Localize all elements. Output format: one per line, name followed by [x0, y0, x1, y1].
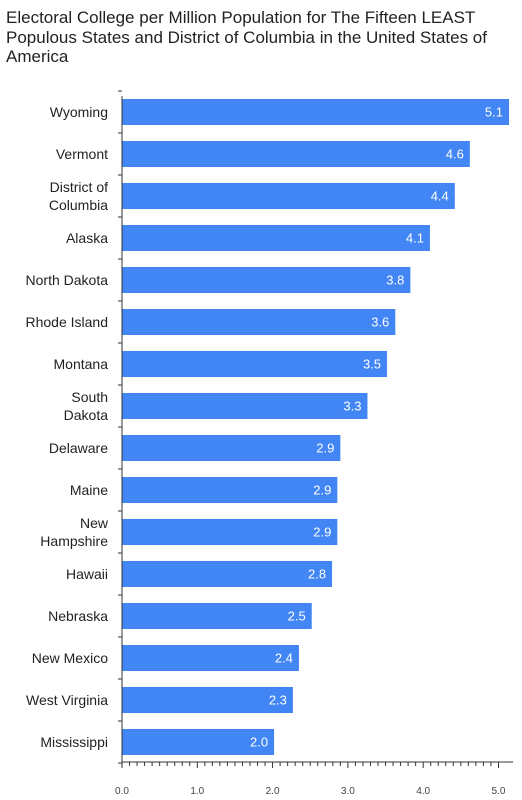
- category-label: Mississippi: [40, 734, 108, 750]
- value-label: 3.6: [371, 315, 389, 330]
- value-label: 4.6: [446, 147, 464, 162]
- category-label: Hawaii: [66, 566, 108, 582]
- bar-montana: [122, 351, 388, 377]
- category-label: Hampshire: [40, 533, 108, 549]
- category-label: Montana: [54, 356, 109, 372]
- category-label: Vermont: [56, 146, 108, 162]
- category-label: Nebraska: [48, 608, 108, 624]
- value-label: 3.5: [363, 357, 381, 372]
- x-tick-label: 4.0: [416, 786, 430, 797]
- category-label: Alaska: [66, 230, 108, 246]
- value-label: 2.9: [316, 441, 334, 456]
- category-label: Dakota: [64, 407, 109, 423]
- bar-wyoming: [122, 99, 509, 125]
- bar-hawaii: [122, 561, 333, 587]
- value-label: 2.9: [313, 483, 331, 498]
- value-label: 5.1: [485, 105, 503, 120]
- bar-delaware: [122, 435, 341, 461]
- x-tick-label: 3.0: [341, 786, 355, 797]
- value-label: 2.5: [288, 609, 306, 624]
- category-label: New Mexico: [32, 650, 108, 666]
- category-label: Delaware: [49, 440, 108, 456]
- x-axis: 0.0 1.0 2.0 3.0 4.0 5.0: [115, 90, 513, 797]
- value-label: 2.4: [275, 651, 293, 666]
- value-label: 2.3: [269, 693, 287, 708]
- bar-new-hampshire: [122, 519, 338, 545]
- category-label: South: [71, 389, 108, 405]
- category-label: Maine: [70, 482, 108, 498]
- value-label: 2.0: [250, 735, 268, 750]
- value-label: 3.8: [386, 273, 404, 288]
- x-tick-label: 0.0: [115, 786, 129, 797]
- bar-rhode-island: [122, 309, 396, 335]
- value-label: 4.4: [431, 189, 449, 204]
- category-labels: Wyoming Vermont District of Columbia Alaska N…: [25, 104, 108, 750]
- bar-west-virginia: [122, 687, 293, 713]
- x-tick-label: 1.0: [190, 786, 204, 797]
- category-label: North Dakota: [26, 272, 109, 288]
- value-label: 2.8: [308, 567, 326, 582]
- category-label: Wyoming: [50, 104, 108, 120]
- category-label: Columbia: [49, 197, 108, 213]
- bar-new-mexico: [122, 645, 299, 671]
- bar-north-dakota: [122, 267, 411, 293]
- chart-title: Electoral College per Million Population…: [6, 8, 487, 66]
- bar-nebraska: [122, 603, 312, 629]
- bar-mississippi: [122, 729, 275, 755]
- bar-south-dakota: [122, 393, 368, 419]
- bar-district-of-columbia: [122, 183, 455, 209]
- value-label: 3.3: [343, 399, 361, 414]
- x-tick-label: 2.0: [266, 786, 280, 797]
- category-label: District of: [50, 179, 108, 195]
- bar-alaska: [122, 225, 430, 251]
- category-label: New: [80, 515, 109, 531]
- category-label: Rhode Island: [25, 314, 108, 330]
- bar-vermont: [122, 141, 470, 167]
- bar-maine: [122, 477, 338, 503]
- category-label: West Virginia: [26, 692, 108, 708]
- value-label: 2.9: [313, 525, 331, 540]
- value-label: 4.1: [406, 231, 424, 246]
- x-tick-label: 5.0: [492, 786, 506, 797]
- bars-layer: 5.1 4.6 4.4 4.1 3.8 3.6 3.5 3.3 2.9 2.9 2.9 2.8 2.5 2…: [122, 99, 509, 755]
